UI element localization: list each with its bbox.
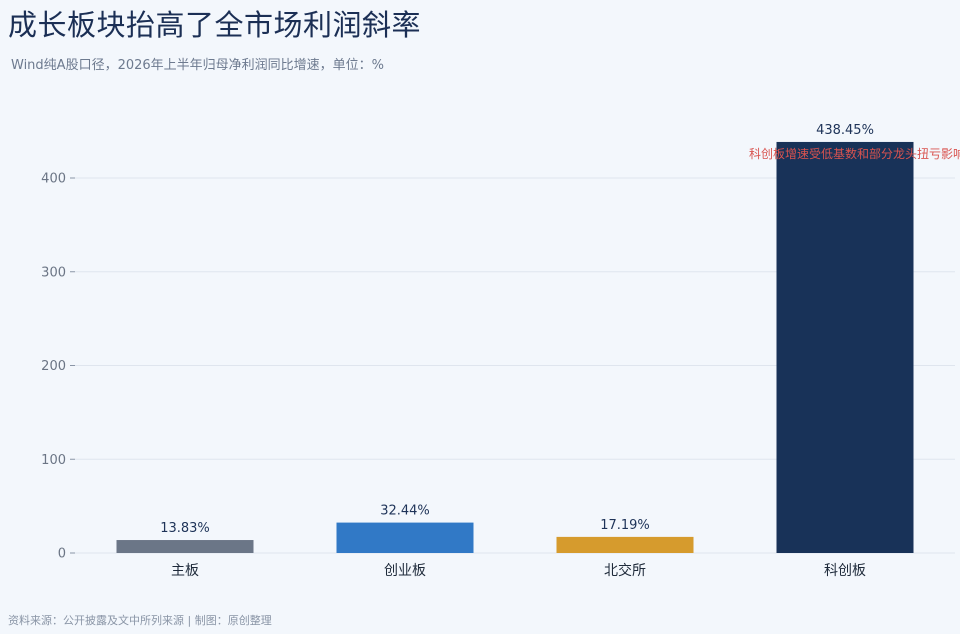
bar (776, 141, 914, 553)
data-label: 17.19% (600, 518, 650, 533)
x-tick-label: 主板 (171, 563, 199, 579)
x-tick-label: 北交所 (604, 562, 646, 579)
annotation-text: 科创板增速受低基数和部分龙头扭亏影响 (749, 146, 960, 161)
y-tick-label: 0 (58, 547, 66, 562)
bar (116, 540, 254, 553)
labels: 0 100 200 300 400 13.83% 主板 32.44% 创业板 17.19% 北交所 4… (41, 123, 960, 579)
data-label: 13.83% (160, 521, 210, 536)
y-tick-label: 200 (41, 359, 66, 374)
y-tick-label: 300 (41, 265, 66, 280)
x-tick-label: 科创板 (824, 563, 866, 579)
y-tick-label: 100 (41, 453, 66, 468)
chart-subtitle: Wind纯A股口径，2026年上半年归母净利润同比增速，单位：% (11, 58, 385, 73)
bars (116, 141, 914, 553)
data-label: 32.44% (380, 504, 430, 519)
bar (336, 522, 474, 553)
y-tick-label: 400 (41, 172, 66, 187)
bar (556, 536, 694, 553)
data-label: 438.45% (816, 123, 874, 138)
x-tick-label: 创业板 (384, 563, 426, 579)
source-note: 资料来源：公开披露及文中所列来源 | 制图：原创整理 (8, 614, 272, 627)
chart-title: 成长板块抬高了全市场利润斜率 (8, 8, 422, 42)
